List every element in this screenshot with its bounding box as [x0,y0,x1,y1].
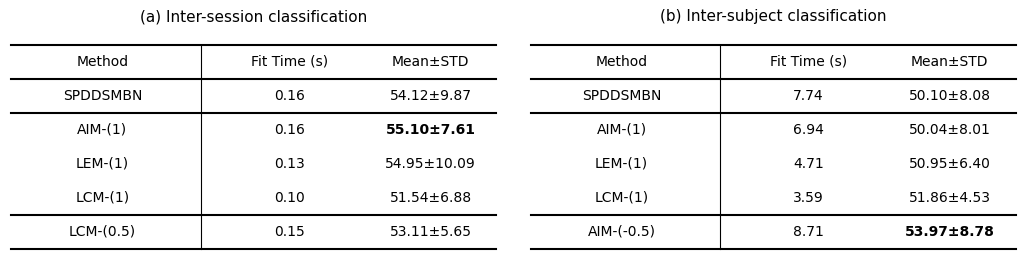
Text: 0.10: 0.10 [274,191,305,205]
Text: LCM-(1): LCM-(1) [595,191,648,205]
Text: 0.16: 0.16 [274,123,305,137]
Text: SPDDSMBN: SPDDSMBN [581,89,661,103]
Text: 8.71: 8.71 [793,225,824,239]
Text: 6.94: 6.94 [793,123,824,137]
Text: 0.15: 0.15 [274,225,305,239]
Text: Mean±STD: Mean±STD [392,55,469,69]
Text: 54.95±10.09: 54.95±10.09 [385,157,477,171]
Text: Method: Method [596,55,648,69]
Text: Method: Method [76,55,128,69]
Text: LEM-(1): LEM-(1) [76,157,129,171]
Text: 3.59: 3.59 [793,191,824,205]
Text: LEM-(1): LEM-(1) [595,157,648,171]
Text: 50.95±6.40: 50.95±6.40 [909,157,991,171]
Text: 53.97±8.78: 53.97±8.78 [905,225,995,239]
Text: 51.54±6.88: 51.54±6.88 [389,191,471,205]
Text: AIM-(-0.5): AIM-(-0.5) [587,225,655,239]
Text: (a) Inter-session classification: (a) Inter-session classification [141,9,368,24]
Text: 53.11±5.65: 53.11±5.65 [390,225,471,239]
Text: 50.10±8.08: 50.10±8.08 [909,89,991,103]
Text: 7.74: 7.74 [793,89,824,103]
Text: 55.10±7.61: 55.10±7.61 [386,123,476,137]
Text: Fit Time (s): Fit Time (s) [770,55,847,69]
Text: 0.16: 0.16 [274,89,305,103]
Text: 4.71: 4.71 [793,157,824,171]
Text: 54.12±9.87: 54.12±9.87 [390,89,471,103]
Text: Mean±STD: Mean±STD [911,55,989,69]
Text: Fit Time (s): Fit Time (s) [251,55,328,69]
Text: 50.04±8.01: 50.04±8.01 [909,123,991,137]
Text: LCM-(0.5): LCM-(0.5) [69,225,136,239]
Text: LCM-(1): LCM-(1) [75,191,129,205]
Text: (b) Inter-subject classification: (b) Inter-subject classification [659,9,886,24]
Text: 51.86±4.53: 51.86±4.53 [909,191,991,205]
Text: SPDDSMBN: SPDDSMBN [63,89,142,103]
Text: AIM-(1): AIM-(1) [597,123,647,137]
Text: AIM-(1): AIM-(1) [77,123,127,137]
Text: 0.13: 0.13 [274,157,305,171]
